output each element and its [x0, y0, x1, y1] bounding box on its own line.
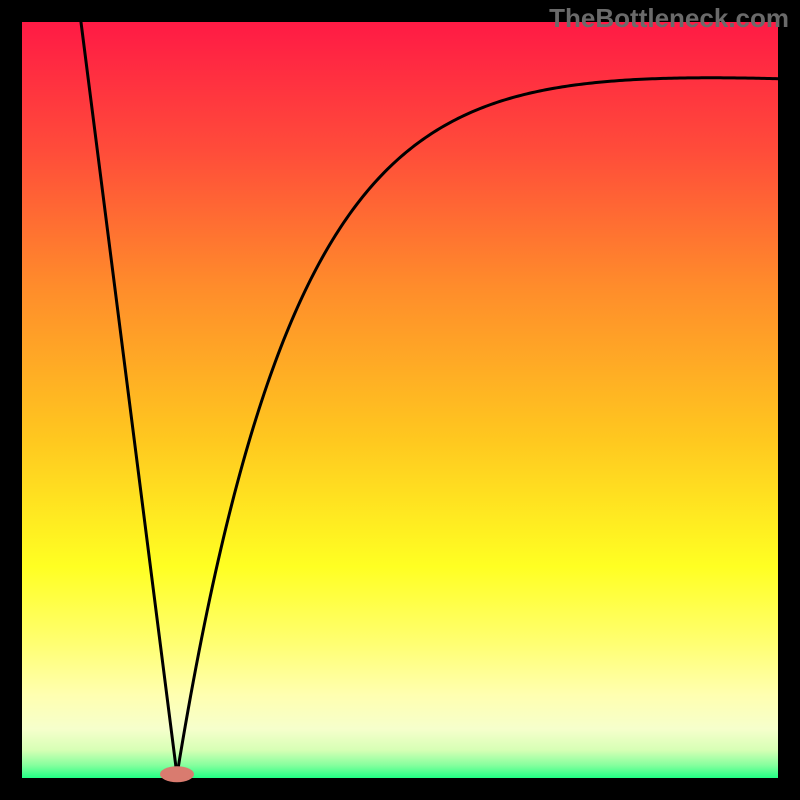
watermark-text: TheBottleneck.com: [549, 3, 789, 34]
chart-outer: TheBottleneck.com: [0, 0, 800, 800]
plot-area: [22, 22, 778, 778]
